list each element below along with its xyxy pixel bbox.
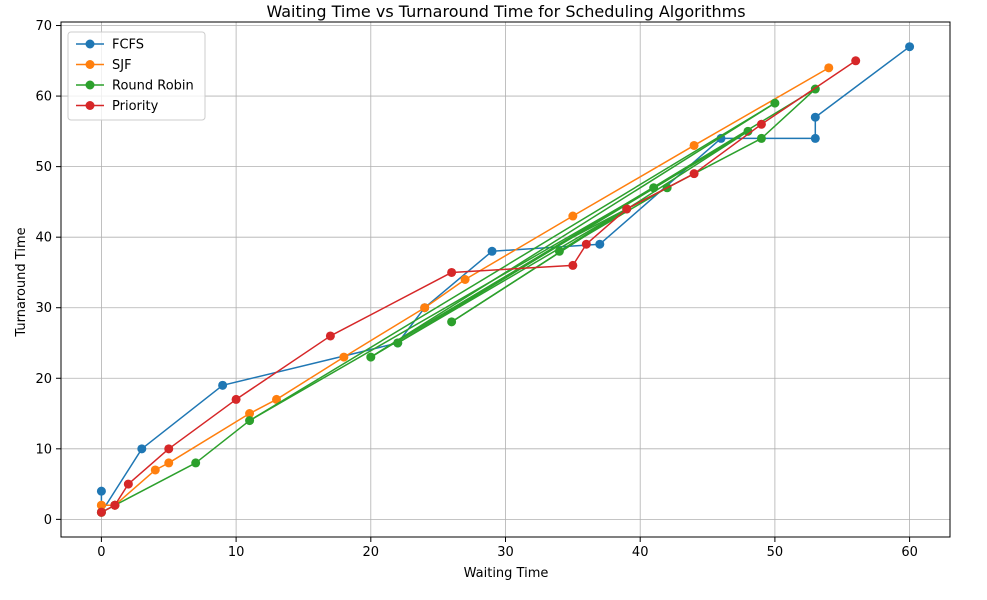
- data-point: [568, 211, 578, 221]
- x-tick-label: 50: [767, 545, 784, 560]
- legend-item: Priority: [76, 99, 159, 114]
- data-point: [393, 338, 403, 348]
- data-point: [96, 500, 106, 510]
- data-point: [568, 260, 578, 270]
- legend-label: FCFS: [112, 38, 144, 53]
- legend-marker: [85, 80, 95, 90]
- x-axis-label: Waiting Time: [464, 566, 549, 581]
- data-point: [420, 303, 430, 313]
- y-tick-label: 70: [35, 19, 52, 34]
- y-tick-label: 40: [35, 231, 52, 246]
- data-point: [595, 239, 605, 249]
- legend-marker: [85, 60, 95, 69]
- y-tick-label: 30: [35, 301, 52, 316]
- legend-marker: [85, 39, 95, 49]
- data-point: [460, 275, 470, 284]
- x-tick-label: 30: [497, 545, 514, 560]
- data-point: [622, 204, 632, 214]
- legend-box: [67, 31, 206, 121]
- series-line-segment: [370, 130, 749, 358]
- data-point: [824, 63, 834, 73]
- data-point: [150, 465, 160, 475]
- x-tick-label: 20: [363, 545, 380, 560]
- data-point: [743, 126, 753, 136]
- series-line-segment: [114, 462, 197, 506]
- legend-label: Round Robin: [112, 79, 194, 94]
- data-point: [245, 409, 255, 419]
- data-point: [756, 119, 766, 129]
- legend: FCFS SJF Round Robin Priority: [67, 31, 206, 121]
- series-line-segment: [249, 102, 776, 422]
- series-line: [101, 60, 857, 513]
- data-point: [218, 380, 228, 390]
- data-point: [339, 352, 349, 362]
- series-line-segment: [558, 187, 668, 252]
- data-point: [756, 133, 766, 143]
- data-point: [96, 486, 106, 496]
- data-point: [245, 416, 255, 426]
- legend-label: Priority: [112, 99, 159, 114]
- axes: 0 10 20 30 40 50 60 0 10 20 30 40 50 60 70: [35, 19, 951, 560]
- data-point: [164, 458, 174, 468]
- data-point: [810, 112, 820, 122]
- series-line-segment: [249, 187, 655, 422]
- data-point: [325, 331, 335, 341]
- data-point: [689, 169, 699, 179]
- y-tick-label: 50: [35, 160, 52, 175]
- data-point: [164, 444, 174, 454]
- data-point: [272, 394, 282, 404]
- legend-item: SJF: [76, 58, 132, 73]
- series-layer: [96, 42, 915, 517]
- data-point: [110, 500, 120, 510]
- y-tick-label: 0: [44, 513, 52, 528]
- data-point: [649, 183, 659, 193]
- data-point: [447, 317, 457, 327]
- data-point: [689, 140, 699, 150]
- series-line-segment: [397, 208, 628, 344]
- data-point: [447, 267, 457, 277]
- y-tick-label: 10: [35, 442, 52, 457]
- y-tick-label: 20: [35, 372, 52, 387]
- data-point: [581, 239, 591, 249]
- x-tick-label: 10: [228, 545, 245, 560]
- series-line-segment: [760, 88, 816, 139]
- legend-label: SJF: [112, 58, 132, 73]
- data-point: [770, 98, 780, 108]
- data-point: [487, 246, 497, 256]
- x-tick-label: 0: [97, 545, 105, 560]
- data-point: [905, 42, 915, 52]
- series-line-segment: [195, 420, 251, 464]
- legend-item: Round Robin: [76, 79, 194, 94]
- series-round-robin: [96, 84, 820, 517]
- legend-marker: [85, 101, 95, 110]
- x-tick-label: 40: [632, 545, 649, 560]
- x-tick-label: 60: [901, 545, 918, 560]
- data-point: [123, 479, 133, 489]
- grid: [61, 22, 950, 537]
- data-point: [191, 458, 201, 468]
- data-point: [810, 133, 820, 143]
- series-line-segment: [370, 102, 776, 358]
- series-fcfs: [96, 42, 915, 517]
- data-point: [231, 394, 241, 404]
- data-point: [137, 444, 147, 454]
- legend-item: FCFS: [76, 38, 144, 53]
- data-point: [366, 352, 376, 362]
- data-point: [96, 507, 106, 517]
- chart-title: Waiting Time vs Turnaround Time for Sche…: [266, 2, 745, 21]
- series-priority: [96, 56, 861, 517]
- data-point: [851, 56, 861, 66]
- y-tick-label: 60: [35, 90, 52, 105]
- y-axis-label: Turnaround Time: [14, 227, 29, 337]
- data-point: [554, 246, 564, 256]
